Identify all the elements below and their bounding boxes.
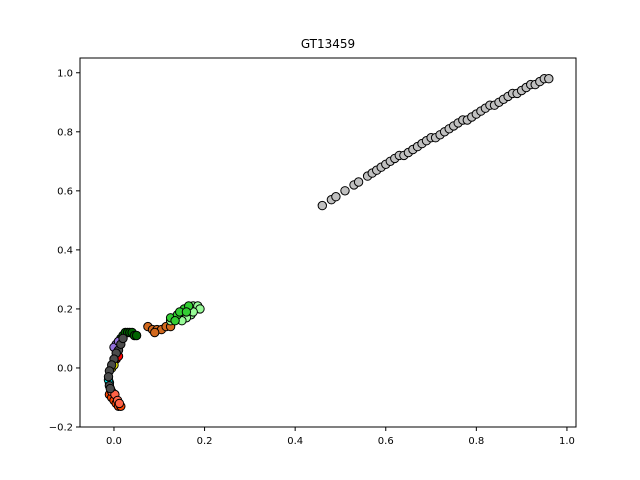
y-tick-label: 0.2	[57, 304, 73, 315]
y-tick-label: 0.4	[57, 245, 73, 256]
y-tick-label: 0.6	[57, 186, 73, 197]
data-point	[181, 307, 192, 317]
data-point	[103, 372, 114, 382]
data-point	[340, 186, 350, 196]
data-point	[105, 383, 116, 394]
data-point	[331, 192, 341, 202]
axes-frame	[79, 57, 577, 428]
x-tick-label: 1.0	[559, 436, 575, 447]
y-tick-label: −0.2	[49, 423, 73, 434]
x-tick-label: 0.8	[468, 436, 484, 447]
x-tick-label: 0.4	[287, 436, 303, 447]
data-point	[114, 398, 125, 409]
y-tick-label: 1.0	[57, 68, 73, 79]
x-tick-label: 0.2	[197, 436, 213, 447]
x-axis: 0.0 0.2 0.4 0.6 0.8 1.0	[106, 427, 575, 447]
x-tick-label: 0.0	[106, 436, 122, 447]
points-layer	[103, 74, 554, 411]
y-tick-label: 0.8	[57, 127, 73, 138]
data-point	[544, 74, 554, 84]
y-axis: −0.2 0.0 0.2 0.4 0.6 0.8 1.0	[49, 68, 80, 434]
x-tick-label: 0.6	[378, 436, 394, 447]
data-point	[150, 327, 160, 338]
chart-title: GT13459	[301, 37, 355, 51]
data-point	[317, 200, 327, 211]
data-point	[170, 316, 180, 326]
data-point	[131, 330, 142, 341]
data-point	[353, 177, 364, 187]
data-point	[118, 333, 128, 344]
y-tick-label: 0.0	[57, 363, 73, 374]
